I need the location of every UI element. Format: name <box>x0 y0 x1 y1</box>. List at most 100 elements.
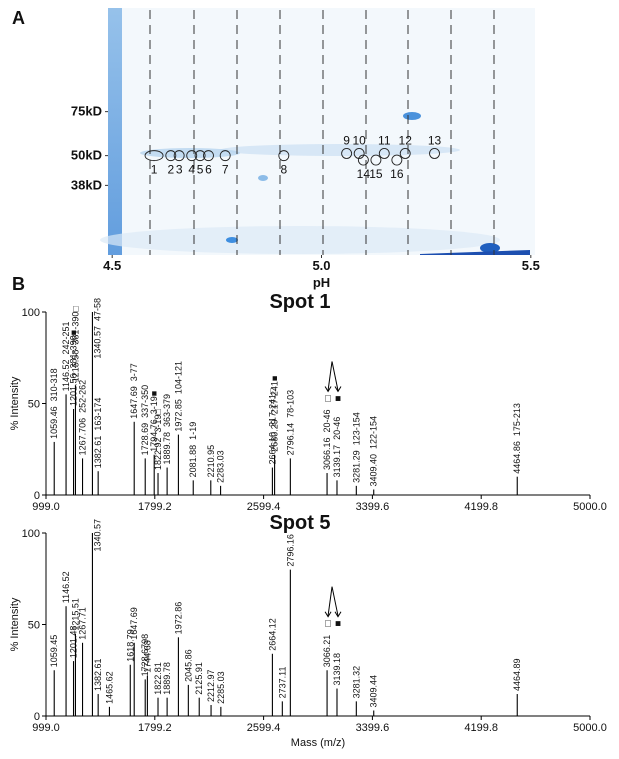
spot-label: 14 <box>357 167 371 181</box>
peak-mass-label: 2664.12 <box>267 618 277 651</box>
peak-mass-label: 1822.81 <box>153 662 163 695</box>
peak-mass-label: 1972.86 <box>173 602 183 635</box>
peak-residue-label: 381-390■ <box>69 330 79 368</box>
x-tick-label: 1799.2 <box>138 722 172 734</box>
x-tick-label: 2599.4 <box>247 722 281 734</box>
x-tick-label: 4199.8 <box>464 501 498 513</box>
spot <box>186 150 198 162</box>
spot <box>378 148 390 159</box>
peak-residue-label: 20-46 <box>332 417 342 440</box>
arrow-head <box>334 386 342 393</box>
peak-mass-label: 1972.85 <box>173 399 183 432</box>
peak-mass-label: 3066.21 <box>322 635 332 668</box>
peak-mass-label: 3139.18 <box>332 653 342 686</box>
x-tick-label: 5.0 <box>312 258 330 273</box>
spot <box>144 150 164 162</box>
peak-mass-label: 1822.92 <box>153 437 163 470</box>
spot <box>391 154 403 166</box>
peak-residue-label: 47-58 <box>92 298 102 321</box>
peak-mass-label: 1889.78 <box>162 662 172 695</box>
peak-mass-label: 3066.16 <box>322 437 332 470</box>
y-axis-label: % Intensity <box>9 597 21 651</box>
peak-mass-label: 2283.03 <box>216 450 226 483</box>
spot <box>194 150 206 162</box>
peak-residue-label: 242-251 <box>61 321 71 354</box>
y-tick-label: 38kD <box>71 177 102 192</box>
peak-residue-label: 217-241■ <box>270 376 280 414</box>
peak-residue-label: 252-262 <box>78 380 88 413</box>
spot <box>429 148 440 159</box>
spot-label: 13 <box>428 133 442 147</box>
peak-residue-label: 1-19 <box>188 422 198 440</box>
y-tick-label: 75kD <box>71 104 102 119</box>
peak-mass-label: 3281.29 <box>351 450 361 483</box>
peak-mass-label: 3409.44 <box>369 675 379 708</box>
spot-label: 12 <box>399 133 413 147</box>
spot <box>165 150 177 162</box>
peak-mass-label: 1215.58 <box>70 350 80 383</box>
peak-mass-label: 1382.61 <box>93 658 103 691</box>
spot-label: 11 <box>378 133 391 147</box>
peak-mass-label: 1215.51 <box>70 598 80 631</box>
lane-dividers <box>149 10 495 255</box>
peak-residue-label: 163-174 <box>93 398 103 431</box>
spot <box>370 154 382 166</box>
arrow-head <box>324 611 332 618</box>
peak-marker: ■ <box>335 619 341 630</box>
arrow <box>327 586 333 616</box>
spot <box>278 150 290 162</box>
peak-residue-label: 104-121 <box>173 361 183 394</box>
peak-mass-label: 1728.6798 <box>140 634 150 677</box>
spot-label: 1 <box>151 163 158 177</box>
spot <box>173 150 185 162</box>
chart-title: Spot 1 <box>269 291 330 313</box>
spot-label: 15 <box>369 167 383 181</box>
arrow-head <box>334 611 342 618</box>
peak-mass-label: 1201.48 <box>69 626 79 659</box>
peak-mass-label: 1794.76 <box>149 419 159 452</box>
x-axis-label: Mass (m/z) <box>291 737 345 749</box>
peak-residue-label: 217-241□ <box>267 388 277 427</box>
spot <box>399 148 411 159</box>
y-tick-label: 50 <box>28 399 40 411</box>
peak-mass-label: 3409.40 <box>369 454 379 487</box>
peak-mass-label: 3281.32 <box>351 666 361 699</box>
chart-title: Spot 5 <box>269 512 330 534</box>
x-tick-label: 4199.8 <box>464 722 498 734</box>
spot-label: 5 <box>197 163 204 177</box>
peak-mass-label: 1647.69 <box>129 386 139 419</box>
peak-mass-label: 2796.14 <box>285 423 295 456</box>
peak-mass-label: 1382.61 <box>93 436 103 469</box>
spot-label: 4 <box>188 163 195 177</box>
x-tick-label: 2599.4 <box>247 501 281 513</box>
y-tick-label: 0 <box>34 490 40 502</box>
peak-mass-label: 1059.46 <box>49 406 59 439</box>
peak-mass-label: 4464.89 <box>512 658 522 691</box>
x-tick-label: 999.0 <box>32 722 60 734</box>
peak-mass-label: 2737.11 <box>277 666 287 698</box>
x-tick-label: 4.5 <box>103 258 121 273</box>
peak-residue-label: 123-154 <box>351 412 361 445</box>
peak-residue-label: 3-19■ <box>149 391 159 414</box>
peak-mass-label: 2796.16 <box>285 534 295 567</box>
spot-label: 6 <box>205 163 212 177</box>
peak-residue-label: 3-77 <box>129 363 139 381</box>
peak-mass-label: 4464.86 <box>512 441 522 474</box>
spot <box>203 150 214 162</box>
arrow <box>327 361 333 391</box>
gel-image <box>100 8 535 255</box>
peak-residue-label: 78-103 <box>285 390 295 418</box>
x-tick-label: 1799.2 <box>138 501 172 513</box>
arrow <box>331 586 339 616</box>
peak-mass-label: 2664.10 <box>267 432 277 465</box>
peak-residue-label: 310-318 <box>49 368 59 401</box>
y-axis-label: % Intensity <box>9 376 21 430</box>
spot <box>353 148 365 159</box>
x-tick-label: 5000.0 <box>573 501 607 513</box>
peak-mass-label: 1647.69 <box>129 607 139 640</box>
peak-mass-label: 2212.97 <box>206 669 216 702</box>
x-tick-label: 3399.6 <box>356 722 390 734</box>
y-tick-label: 50kD <box>71 148 102 163</box>
peak-mass-label: 2045.86 <box>183 649 193 682</box>
spot-label: 8 <box>280 163 287 177</box>
